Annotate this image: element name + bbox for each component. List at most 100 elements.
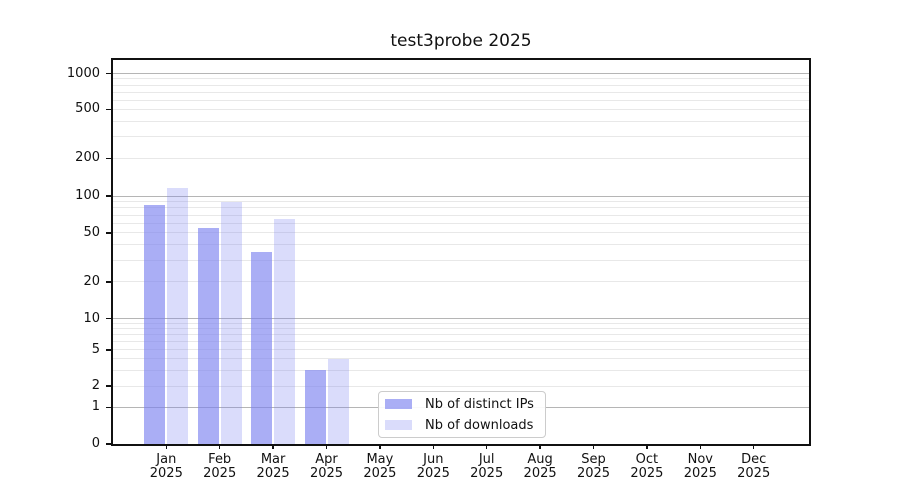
x-tick-month: Sep — [581, 452, 606, 467]
y-gridline-minor — [113, 349, 809, 351]
y-tick — [106, 281, 113, 283]
y-tick-label: 1000 — [66, 65, 100, 81]
x-tick-year: 2025 — [683, 466, 717, 481]
legend-entry-downloads: Nb of downloads — [385, 417, 545, 434]
y-gridline-minor — [113, 328, 809, 330]
x-tick-label: Sep 2025 — [566, 453, 622, 481]
y-gridline-minor — [113, 157, 809, 159]
x-tick — [272, 444, 274, 449]
y-tick — [106, 108, 113, 111]
spine-left — [111, 58, 114, 446]
y-gridline-major — [113, 195, 809, 197]
y-tick-label: 50 — [83, 224, 100, 240]
y-gridline-minor — [113, 222, 809, 224]
y-tick — [106, 385, 113, 387]
y-gridline-major — [113, 318, 809, 319]
bar-downloads-jan — [167, 188, 189, 444]
x-tick — [219, 444, 221, 449]
y-tick-label: 5 — [91, 341, 100, 357]
x-tick — [592, 444, 595, 449]
legend-label-distinct-ips: Nb of distinct IPs — [425, 396, 534, 412]
x-tick-month: Apr — [315, 452, 338, 467]
bar-distinct-ips-mar — [251, 252, 273, 444]
x-tick-month: Jun — [423, 452, 444, 467]
y-gridline-minor — [113, 358, 809, 360]
y-tick-label: 2 — [91, 378, 100, 394]
x-tick-month: Nov — [687, 452, 713, 467]
bar-downloads-apr — [327, 358, 349, 444]
y-gridline-minor — [113, 385, 809, 387]
x-tick — [325, 444, 328, 449]
x-tick-label: Jun 2025 — [405, 453, 461, 481]
x-tick-year: 2025 — [523, 466, 557, 481]
legend-swatch-distinct-ips-icon — [385, 399, 412, 409]
y-tick — [106, 406, 113, 409]
y-gridline-minor — [113, 369, 809, 371]
x-tick — [646, 444, 648, 449]
x-tick-year: 2025 — [576, 466, 611, 481]
y-gridline-minor — [113, 84, 809, 86]
y-gridline-minor — [113, 108, 809, 110]
y-tick-label: 10 — [83, 310, 100, 326]
legend: Nb of distinct IPs Nb of downloads — [378, 391, 546, 438]
y-tick — [106, 232, 113, 234]
x-tick-month: Dec — [741, 452, 767, 467]
legend-entry-distinct-ips: Nb of distinct IPs — [385, 396, 545, 413]
y-gridline-minor — [113, 322, 809, 324]
x-tick-label: Oct 2025 — [619, 453, 675, 481]
x-tick-label: Mar 2025 — [245, 453, 301, 481]
y-gridline-major — [113, 73, 809, 75]
x-tick-year: 2025 — [149, 466, 183, 481]
x-tick-label: Aug 2025 — [512, 453, 568, 481]
x-tick-month: Jan — [156, 452, 177, 467]
x-tick-month: Feb — [208, 452, 232, 467]
y-tick — [106, 72, 113, 75]
x-tick-month: Mar — [260, 452, 286, 467]
x-tick-label: Dec 2025 — [726, 453, 782, 481]
x-tick-label: May 2025 — [352, 453, 408, 481]
x-tick-year: 2025 — [630, 466, 664, 481]
bar-downloads-feb — [220, 201, 242, 444]
chart-title: test3probe 2025 — [390, 31, 532, 51]
bar-downloads-mar — [274, 219, 296, 444]
y-gridline-minor — [113, 78, 809, 80]
x-tick-year: 2025 — [363, 466, 397, 481]
spine-top — [111, 58, 811, 61]
x-tick-month: Aug — [527, 452, 553, 467]
y-tick-label: 500 — [75, 101, 100, 117]
x-tick — [379, 444, 381, 449]
spine-right — [808, 58, 811, 446]
x-tick-year: 2025 — [470, 466, 504, 481]
legend-swatch-downloads-icon — [385, 420, 412, 430]
x-tick — [699, 444, 701, 449]
x-tick — [753, 444, 755, 449]
y-tick — [106, 349, 113, 351]
x-tick-label: Jul 2025 — [459, 453, 515, 481]
y-gridline-minor — [113, 91, 809, 93]
y-tick-label: 100 — [75, 188, 100, 203]
y-gridline-minor — [113, 99, 809, 101]
x-tick-label: Apr 2025 — [299, 453, 355, 481]
y-gridline-minor — [113, 120, 809, 122]
x-tick-year: 2025 — [416, 466, 450, 481]
bar-distinct-ips-feb — [197, 227, 219, 444]
x-tick — [486, 444, 488, 449]
x-tick-label: Jan 2025 — [138, 453, 194, 481]
x-tick-label: Nov 2025 — [672, 453, 728, 481]
y-gridline-minor — [113, 244, 809, 246]
x-tick-year: 2025 — [309, 466, 344, 481]
y-tick — [106, 317, 113, 320]
y-gridline-minor — [113, 334, 809, 336]
y-tick — [106, 195, 113, 197]
legend-label-downloads: Nb of downloads — [425, 417, 534, 433]
spine-bottom — [111, 443, 811, 446]
x-tick-label: Feb 2025 — [192, 453, 248, 481]
y-gridline-minor — [113, 341, 809, 343]
x-tick — [539, 444, 541, 449]
x-tick-year: 2025 — [203, 466, 237, 481]
y-tick-label: 0 — [91, 436, 100, 451]
y-tick — [106, 157, 113, 160]
y-gridline-minor — [113, 232, 809, 234]
y-tick — [106, 443, 113, 445]
